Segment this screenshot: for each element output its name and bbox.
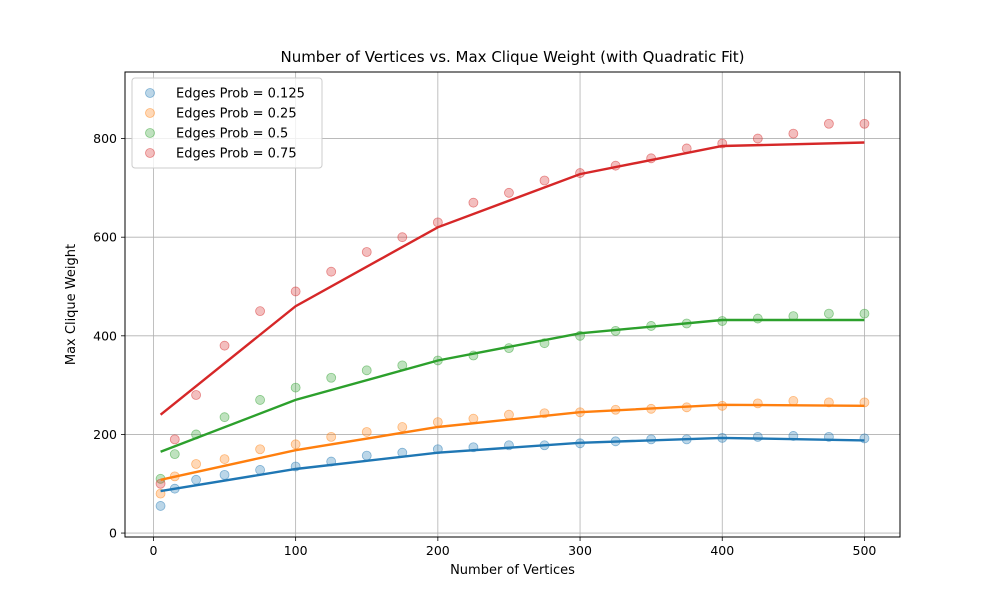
scatter-point-series-1 — [191, 459, 202, 469]
scatter-point-series-3 — [169, 434, 180, 445]
scatter-point-series-3 — [361, 247, 372, 257]
scatter-point-series-1 — [432, 417, 443, 428]
scatter-point-series-1 — [504, 409, 514, 420]
scatter-point-series-2 — [326, 372, 337, 383]
x-tick-label: 500 — [853, 543, 877, 558]
scatter-point-series-1 — [788, 396, 799, 406]
scatter-point-series-0 — [219, 469, 230, 480]
scatter-point-series-0 — [361, 450, 372, 461]
x-tick-label: 0 — [149, 543, 157, 558]
y-tick-label: 600 — [93, 230, 117, 245]
legend-marker-series-0 — [145, 88, 155, 98]
y-tick-label: 800 — [93, 131, 117, 146]
scatter-point-series-3 — [859, 118, 870, 129]
scatter-point-series-3 — [191, 390, 202, 400]
x-tick-label: 400 — [710, 543, 734, 558]
x-tick-label: 200 — [426, 543, 450, 558]
scatter-point-series-3 — [155, 478, 166, 489]
scatter-point-series-2 — [752, 313, 763, 324]
scatter-point-series-1 — [397, 422, 408, 432]
y-tick-label: 200 — [93, 427, 117, 442]
scatter-point-series-2 — [823, 308, 834, 319]
scatter-point-series-0 — [155, 501, 166, 511]
fit-line-series-1 — [160, 403, 865, 481]
scatter-point-series-1 — [752, 398, 763, 409]
fit-line-series-3 — [159, 141, 865, 416]
scatter-point-series-3 — [219, 340, 230, 351]
scatter-point-series-2 — [255, 395, 265, 405]
fit-lines — [159, 141, 865, 493]
legend-box — [131, 77, 323, 169]
scatter-point-series-2 — [169, 449, 180, 460]
fit-line-series-0 — [160, 436, 865, 493]
y-tick-label: 0 — [109, 526, 117, 541]
scatter-point-series-2 — [219, 412, 230, 423]
scatter-point-series-2 — [290, 382, 301, 393]
legend-label-series-3: Edges Prob = 0.75 — [176, 147, 297, 162]
y-axis-ticks: 0 200 400 600 800 — [93, 131, 125, 541]
data-points — [155, 118, 870, 511]
scatter-point-series-3 — [326, 266, 337, 277]
plot-area-frame — [124, 71, 901, 538]
x-tick-label: 300 — [568, 543, 592, 558]
scatter-point-series-1 — [219, 454, 230, 464]
x-tick-label: 100 — [284, 543, 308, 558]
fit-line-series-2 — [160, 318, 865, 453]
scatter-point-series-1 — [255, 444, 265, 455]
scatter-point-series-3 — [504, 187, 514, 198]
legend-marker-series-3 — [145, 148, 155, 158]
x-axis-ticks: 0 100 200 300 400 500 — [149, 537, 876, 558]
legend-marker-series-1 — [145, 108, 155, 118]
scatter-point-series-1 — [290, 439, 301, 450]
scatter-point-series-3 — [539, 175, 550, 186]
scatter-point-series-3 — [823, 118, 834, 129]
legend-label-series-0: Edges Prob = 0.125 — [176, 87, 305, 102]
scatter-point-series-3 — [255, 306, 265, 317]
scatter-point-series-2 — [859, 308, 870, 319]
scatter-point-series-3 — [788, 128, 799, 139]
legend: Edges Prob = 0.125 Edges Prob = 0.25 Edges… — [131, 77, 323, 169]
scatter-point-series-1 — [361, 427, 372, 437]
chart-title: Number of Vertices vs. Max Clique Weight… — [280, 48, 744, 66]
y-tick-label: 400 — [93, 328, 117, 343]
x-axis-label: Number of Vertices — [450, 563, 575, 578]
scatter-point-series-0 — [191, 474, 202, 485]
scatter-point-series-3 — [290, 286, 301, 297]
legend-marker-series-2 — [145, 128, 155, 138]
scatter-point-series-3 — [397, 232, 408, 243]
scatter-point-series-3 — [752, 133, 763, 144]
legend-label-series-2: Edges Prob = 0.5 — [176, 127, 288, 142]
y-axis-label: Max Clique Weight — [64, 244, 79, 365]
scatter-point-series-0 — [752, 431, 763, 442]
scatter-point-series-2 — [361, 365, 372, 376]
legend-label-series-1: Edges Prob = 0.25 — [176, 107, 297, 122]
scatter-point-series-3 — [468, 197, 479, 208]
scatter-point-series-1 — [326, 431, 337, 442]
